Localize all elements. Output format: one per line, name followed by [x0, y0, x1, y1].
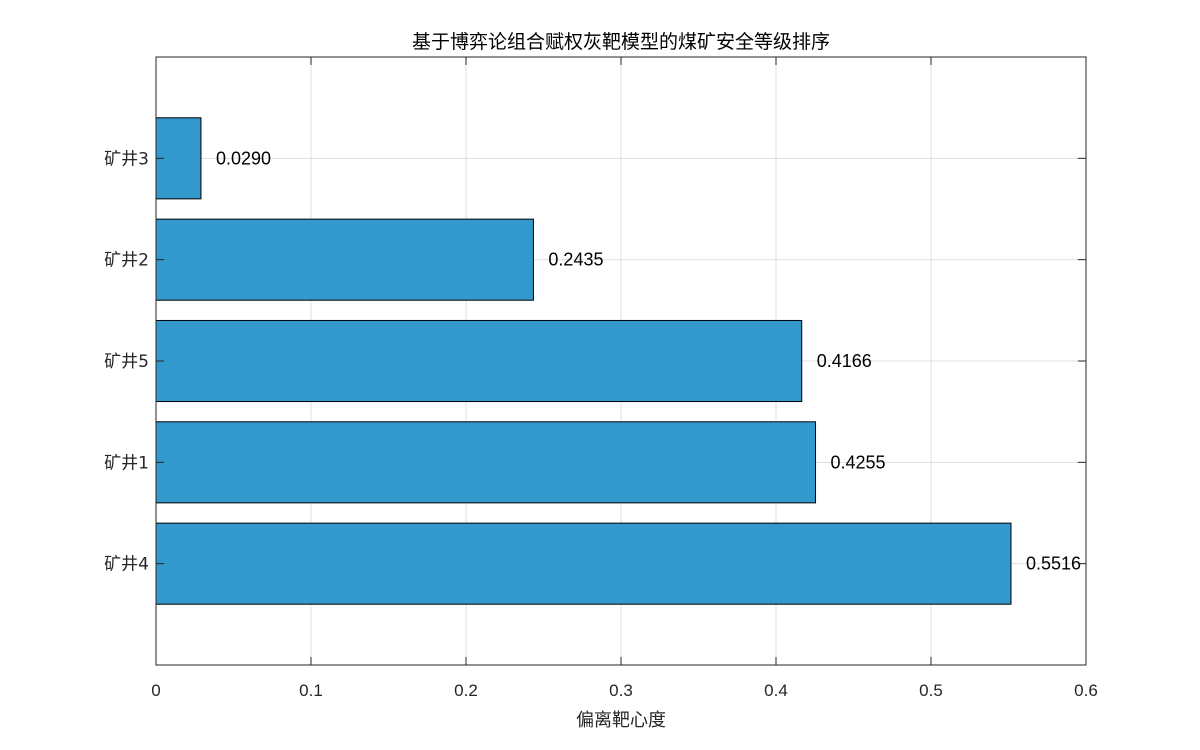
x-tick-label: 0.2: [454, 681, 478, 700]
bar: [155, 421, 817, 504]
x-tick-label: 0.4: [764, 681, 788, 700]
x-axis-label: 偏离靶心度: [576, 710, 666, 731]
x-tick-label: 0: [151, 681, 160, 700]
bars: [155, 117, 1012, 605]
bar-value-label: 0.5516: [1026, 554, 1081, 574]
y-category-label: 矿井3: [104, 149, 149, 169]
bar: [155, 319, 803, 403]
y-category-label: 矿井1: [104, 453, 149, 473]
chart-title: 基于博弈论组合赋权灰靶模型的煤矿安全等级排序: [412, 31, 830, 53]
y-category-label: 矿井5: [104, 352, 149, 372]
bar-value-label: 0.4255: [831, 452, 886, 472]
bar: [155, 218, 534, 301]
axis-ticks: [155, 57, 1087, 665]
x-tick-labels: 0 0.1 0.2 0.3 0.4 0.5 0.6: [151, 681, 1098, 700]
y-category-label: 矿井4: [104, 555, 149, 575]
bar-value-label: 0.4166: [817, 351, 872, 371]
y-category-labels: 矿井4 矿井1 矿井5 矿井2 矿井3: [104, 149, 149, 574]
bar: [155, 522, 1012, 605]
y-category-label: 矿井2: [104, 251, 149, 271]
x-tick-label: 0.1: [299, 681, 323, 700]
x-tick-label: 0.5: [919, 681, 943, 700]
value-labels: 0.5516 0.4255 0.4166 0.2435 0.0290: [216, 148, 1081, 573]
bar-value-label: 0.2435: [548, 250, 603, 270]
x-tick-label: 0.3: [609, 681, 633, 700]
bar-value-label: 0.0290: [216, 148, 271, 168]
x-tick-label: 0.6: [1074, 681, 1098, 700]
